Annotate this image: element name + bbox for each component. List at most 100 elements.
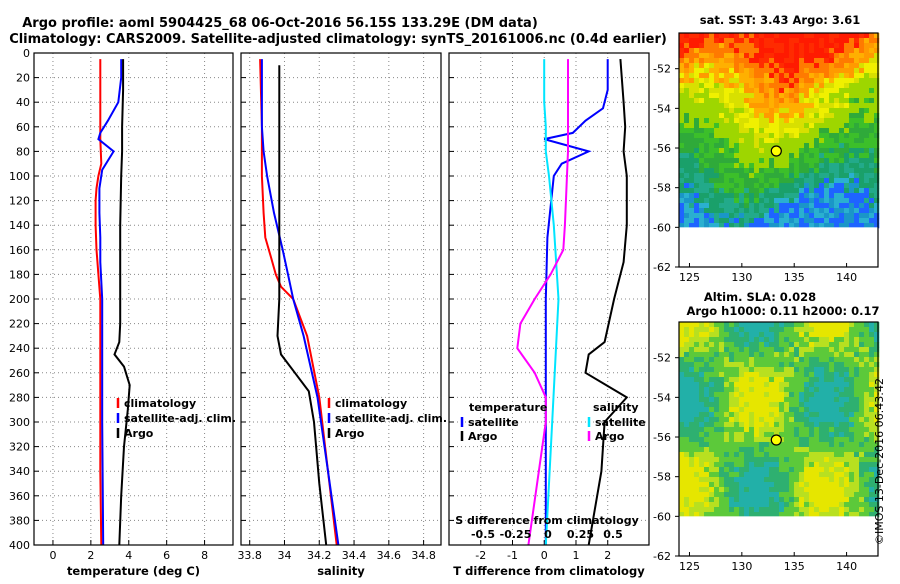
legend-title-temperature: temperature (469, 401, 547, 414)
ytick-label-20: 400 (9, 539, 30, 552)
xtick-label-1: 34 (277, 549, 291, 562)
xtick-label-1: -1 (507, 549, 518, 562)
map-ytick-label-3: -58 (653, 182, 671, 195)
series-s-satellite (543, 59, 560, 546)
series-climatology (94, 59, 103, 546)
sla-map-title: Altim. SLA: 0.028 (704, 290, 816, 304)
map-ytick-label-5: -62 (653, 261, 671, 274)
x-axis-label: salinity (317, 564, 365, 578)
ytick-label-18: 360 (9, 490, 30, 503)
ytick-label-9: 180 (9, 268, 30, 281)
ytick-label-7: 140 (9, 219, 30, 232)
top-tick-label-1: -0.25 (500, 528, 532, 541)
top-tick-label-3: 0.25 (567, 528, 594, 541)
ytick-label-10: 200 (9, 293, 30, 306)
legend-label-2: Argo (124, 427, 154, 440)
map-cells (679, 322, 880, 518)
title-line-1: Argo profile: aoml 5904425_68 06-Oct-201… (22, 16, 538, 31)
legend-title-salinity: salinity (593, 401, 639, 414)
temperature-panel: 0 2 4 6 802040608010012014016018020022024026… (9, 47, 236, 578)
map-ytick-label-0: -52 (653, 352, 671, 365)
plot-frame (448, 52, 650, 546)
plot-frame (33, 52, 234, 546)
map-ytick-label-0: -52 (653, 63, 671, 76)
series-s-argo (516, 59, 569, 546)
ytick-label-14: 280 (9, 391, 30, 404)
plot-frame (240, 52, 442, 546)
legend-label-0: climatology (335, 397, 407, 410)
xtick-label-4: 34.6 (377, 549, 402, 562)
map-ytick-label-1: -54 (653, 102, 671, 115)
ytick-label-11: 220 (9, 318, 30, 331)
ytick-label-8: 160 (9, 244, 30, 257)
top-tick-label-0: -0.5 (471, 528, 495, 541)
map-ytick-label-1: -54 (653, 391, 671, 404)
ytick-label-16: 320 (9, 441, 30, 454)
ytick-label-4: 80 (16, 145, 30, 158)
legend-label-1: satellite-adj. clim. (335, 412, 447, 425)
ytick-label-2: 40 (16, 96, 30, 109)
title-line-2: Climatology: CARS2009. Satellite-adjuste… (9, 32, 667, 47)
top-tick-label-4: 0.5 (603, 528, 623, 541)
ytick-label-17: 340 (9, 465, 30, 478)
xtick-label-2: 0 (541, 549, 548, 562)
argo-position-marker (770, 434, 782, 446)
x-axis-label: temperature (deg C) (67, 564, 200, 578)
map-ytick-label-4: -60 (653, 510, 671, 523)
difference-panel: -2 -1 0 1 2 T difference from climatology temp… (448, 52, 650, 578)
map-frame (678, 321, 879, 557)
map-frame (678, 32, 879, 268)
sla-map-subtitle: Argo h1000: 0.11 h2000: 0.17 (686, 304, 879, 318)
series-t-satellite (543, 59, 609, 545)
map-ytick-label-3: -58 (653, 471, 671, 484)
ytick-label-15: 300 (9, 416, 30, 429)
map-cells (679, 33, 880, 229)
sst-map-panel: 125 130 135 140 -52 -54 -56 -58 -60 -62 sat. SST: … (653, 13, 880, 284)
map-ytick-label-4: -60 (653, 221, 671, 234)
legend-right-label-1: Argo (595, 430, 625, 443)
xtick-label-0: 0 (49, 549, 56, 562)
ytick-label-13: 260 (9, 367, 30, 380)
series-satellite-adj-clim- (260, 59, 340, 546)
series-argo (113, 59, 131, 546)
xtick-label-3: 1 (572, 549, 579, 562)
ytick-label-3: 60 (16, 121, 30, 134)
copyright-text: ©IMOS 13-Dec-2016 06:43:42 (873, 378, 886, 545)
legend-left-label-1: Argo (468, 430, 498, 443)
ytick-label-1: 20 (16, 72, 30, 85)
legend-left-label-0: satellite (468, 416, 519, 429)
ytick-label-19: 380 (9, 514, 30, 527)
series-argo (276, 65, 328, 546)
ytick-label-6: 120 (9, 195, 30, 208)
sla-map-panel: 125 130 135 140 -52 -54 -56 -58 -60 -62 Altim. SLA… (653, 290, 880, 573)
legend-label-1: satellite-adj. clim. (124, 412, 236, 425)
xtick-label-3: 34.4 (342, 549, 367, 562)
series-t-argo (584, 59, 629, 546)
top-tick-label-2: 0 (544, 528, 552, 541)
x-axis-label: T difference from climatology (453, 564, 645, 578)
xtick-label-4: 8 (201, 549, 208, 562)
xtick-label-5: 34.8 (411, 549, 436, 562)
map-xtick-label-0: 125 (679, 271, 700, 284)
sst-map-title: sat. SST: 3.43 Argo: 3.61 (700, 13, 860, 27)
map-nodata-area (679, 227, 878, 267)
ytick-label-0: 0 (23, 47, 30, 60)
map-ytick-label-2: -56 (653, 142, 671, 155)
map-xtick-label-1: 130 (731, 560, 752, 573)
ytick-label-5: 100 (9, 170, 30, 183)
map-xtick-label-0: 125 (679, 560, 700, 573)
map-xtick-label-2: 135 (784, 560, 805, 573)
map-xtick-label-3: 140 (836, 271, 857, 284)
legend-right-label-0: satellite (595, 416, 646, 429)
series-climatology (259, 59, 338, 546)
xtick-label-4: 2 (604, 549, 611, 562)
xtick-label-2: 4 (125, 549, 132, 562)
top-axis-label: S difference from climatology (455, 514, 639, 527)
salinity-panel: 33.8 34 34.2 34.4 34.6 34.8 salinity climatolog… (237, 52, 447, 578)
xtick-label-2: 34.2 (307, 549, 332, 562)
map-ytick-label-5: -62 (653, 550, 671, 563)
map-xtick-label-1: 130 (731, 271, 752, 284)
map-ytick-label-2: -56 (653, 431, 671, 444)
